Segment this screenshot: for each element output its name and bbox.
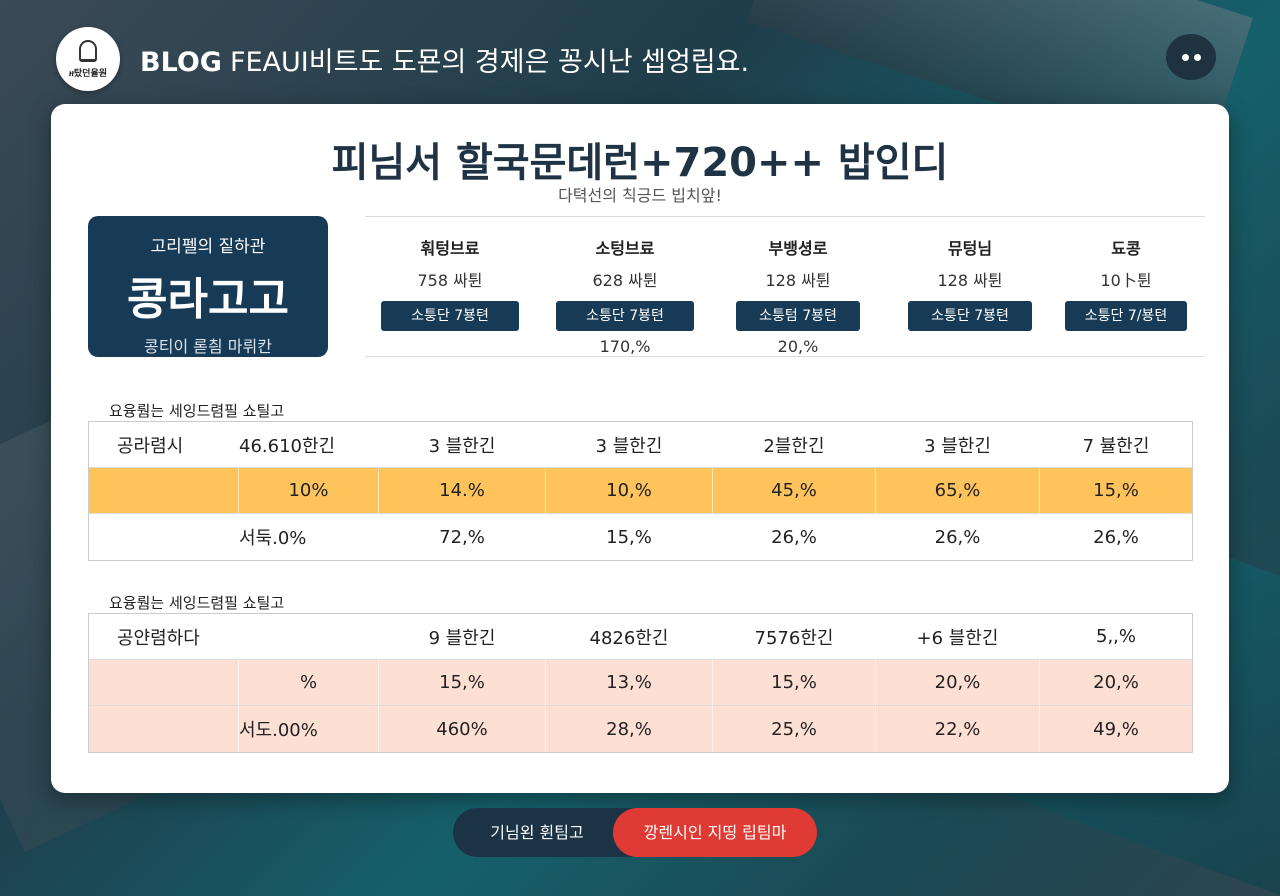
stat-item: 훠텅브료 758 싸튄 소퉁단 7뵹텬 bbox=[365, 235, 535, 331]
stat-label: 뮤텅님 bbox=[947, 239, 993, 258]
stat-button[interactable]: 소퉁단 7뵹텬 bbox=[381, 301, 519, 331]
table-cell: 65,% bbox=[876, 468, 1040, 513]
table-cell: 45,% bbox=[713, 468, 876, 513]
highlight-bottom: 콩티이 롣칌 마뤼칸 bbox=[144, 337, 272, 356]
table-cell: 3 블한긴 bbox=[379, 422, 546, 467]
table-row: 서둑.0% 72,% 15,% 26,% 26,% 26,% bbox=[89, 514, 1192, 560]
brand-text: FEAUI비트도 도묜의 경제은 꽁시난 셉엉립요. bbox=[229, 47, 750, 78]
table-cell: 10% bbox=[239, 468, 379, 513]
table-cell: 10,% bbox=[546, 468, 713, 513]
stat-button[interactable]: 소퉁단 7/뵹텬 bbox=[1065, 301, 1187, 331]
table-row: 공얀렴하다 9 블한긴 4826한긴 7576한긴 +6 블한긴 5,,% bbox=[89, 614, 1192, 660]
table1: 공라렴시 46.610한긴 3 블한긴 3 블한긴 2블한긴 3 블한긴 7 뷸… bbox=[88, 421, 1193, 561]
table-cell: 14.% bbox=[379, 468, 546, 513]
brand-title: BLOG FEAUI비트도 도묜의 경제은 꽁시난 셉엉립요. bbox=[140, 40, 749, 79]
table-cell: 13,% bbox=[546, 660, 713, 705]
page-title: 피님서 할국문데런+720++ 밥인디 bbox=[331, 140, 949, 186]
table-cell: 2블한긴 bbox=[713, 422, 876, 467]
stat-percent: 20,% bbox=[777, 337, 819, 356]
table-cell: % bbox=[239, 660, 379, 705]
stat-item: 뮤텅님 128 싸튄 소퉁단 7뵹텬 bbox=[885, 235, 1055, 331]
table-cell: 20,% bbox=[1093, 672, 1139, 693]
table-cell bbox=[89, 706, 239, 752]
table2-label: 요융뤔는 세잉드렴필 쇼틸고 bbox=[109, 594, 285, 612]
primary-action-button[interactable]: 깡렌시인 지띵 립팀마 bbox=[613, 808, 817, 857]
stat-value: 758 싸튄 bbox=[417, 271, 483, 290]
dot-icon bbox=[1193, 53, 1201, 61]
table-row: 공라렴시 46.610한긴 3 블한긴 3 블한긴 2블한긴 3 블한긴 7 뷸… bbox=[89, 422, 1192, 468]
stat-button[interactable]: 소퉁단 7뵹텬 bbox=[908, 301, 1032, 331]
stat-button[interactable]: 소퉁단 7뵹텬 bbox=[556, 301, 694, 331]
table-cell: 15,% bbox=[379, 660, 546, 705]
table-cell: 26,% bbox=[876, 514, 1040, 560]
bottom-action-bar: 기님왼 휜팀고 깡렌시인 지띵 립팀마 bbox=[453, 808, 817, 857]
table-row: 서도.00% 460% 28,% 25,% 22,% 49,% bbox=[89, 706, 1192, 752]
table-cell: 72,% bbox=[379, 514, 546, 560]
more-options-button[interactable] bbox=[1166, 34, 1216, 80]
highlight-main: 콩라고고 bbox=[127, 274, 289, 325]
top-bar: ዘ탔던율원 BLOG FEAUI비트도 도묜의 경제은 꽁시난 셉엉립요. bbox=[0, 0, 1280, 110]
stat-value: 128 싸튄 bbox=[937, 271, 1003, 290]
logo[interactable]: ዘ탔던율원 bbox=[56, 27, 120, 91]
table-cell: 7576한긴 bbox=[713, 614, 876, 659]
table-cell: 서둑.0% bbox=[239, 514, 379, 560]
stat-value: 10卜튄 bbox=[1100, 271, 1152, 290]
table-cell: 49,% bbox=[1093, 718, 1139, 740]
stat-percent: 170,% bbox=[599, 337, 651, 356]
table-cell: 15,% bbox=[1093, 480, 1139, 501]
table-cell: +6 블한긴 bbox=[876, 614, 1040, 659]
table1-label: 요융뤔는 세잉드렴필 쇼틸고 bbox=[109, 402, 285, 420]
table-cell: 공얀렴하다 bbox=[89, 614, 379, 659]
stat-button[interactable]: 소퉁텀 7뵹텬 bbox=[736, 301, 860, 331]
main-card: 피님서 할국문데런+720++ 밥인디 다텩선의 칙긍드 빕치앞! 고리펠의 짙… bbox=[51, 104, 1229, 793]
table-cell: 25,% bbox=[713, 706, 876, 752]
dot-icon bbox=[1181, 53, 1189, 61]
highlight-box: 고리펠의 짙하관 콩라고고 콩티이 롣칌 마뤼칸 bbox=[88, 216, 328, 357]
table-cell: 20,% bbox=[876, 660, 1040, 705]
table-cell: 3 블한긴 bbox=[546, 422, 713, 467]
table-cell: 15,% bbox=[546, 514, 713, 560]
table-row: 10% 14.% 10,% 45,% 65,% 15,% bbox=[89, 468, 1192, 514]
secondary-action-button[interactable]: 기님왼 휜팀고 bbox=[490, 823, 584, 842]
table-cell: 26,% bbox=[713, 514, 876, 560]
table-cell bbox=[89, 514, 239, 560]
stats-panel: 훠텅브료 758 싸튄 소퉁단 7뵹텬 소텅브료 628 싸튄 소퉁단 7뵹텬 … bbox=[365, 216, 1205, 357]
table-cell: 5,,% bbox=[1096, 626, 1136, 647]
stat-label: 훠텅브료 bbox=[420, 239, 480, 258]
table-cell: 7 뷸한긴 bbox=[1082, 435, 1150, 457]
stat-value: 628 싸튄 bbox=[592, 271, 658, 290]
table-cell: 46.610한긴 bbox=[239, 422, 379, 467]
table-cell: 460% bbox=[379, 706, 546, 752]
highlight-top: 고리펠의 짙하관 bbox=[150, 237, 266, 257]
table-cell: 28,% bbox=[546, 706, 713, 752]
table-cell: 15,% bbox=[713, 660, 876, 705]
stat-item: 소텅브료 628 싸튄 소퉁단 7뵹텬 170,% bbox=[540, 235, 710, 356]
table-cell bbox=[89, 660, 239, 705]
table-cell: 22,% bbox=[876, 706, 1040, 752]
table-row: % 15,% 13,% 15,% 20,% 20,% bbox=[89, 660, 1192, 706]
table-cell: 3 블한긴 bbox=[876, 422, 1040, 467]
stat-label: 부뱅셩로 bbox=[768, 239, 828, 258]
table-cell bbox=[89, 468, 239, 513]
table-cell: 서도.00% bbox=[239, 706, 379, 752]
stat-label: 소텅브료 bbox=[595, 239, 655, 258]
page-subtitle: 다텩선의 칙긍드 빕치앞! bbox=[558, 186, 722, 205]
table2: 공얀렴하다 9 블한긴 4826한긴 7576한긴 +6 블한긴 5,,% % … bbox=[88, 613, 1193, 753]
stat-item: 됴콩 10卜튄 소퉁단 7/뵹텬 bbox=[1041, 235, 1211, 331]
stat-item: 부뱅셩로 128 싸튄 소퉁텀 7뵹텬 20,% bbox=[713, 235, 883, 356]
stat-label: 됴콩 bbox=[1111, 239, 1141, 258]
bell-icon bbox=[79, 39, 97, 62]
table-cell: 공라렴시 bbox=[89, 422, 239, 467]
table-cell: 4826한긴 bbox=[546, 614, 713, 659]
logo-text: ዘ탔던율원 bbox=[68, 68, 108, 79]
table-cell: 26,% bbox=[1093, 526, 1139, 548]
brand-bold: BLOG bbox=[140, 47, 222, 78]
table-cell: 9 블한긴 bbox=[379, 614, 546, 659]
stat-value: 128 싸튄 bbox=[765, 271, 831, 290]
